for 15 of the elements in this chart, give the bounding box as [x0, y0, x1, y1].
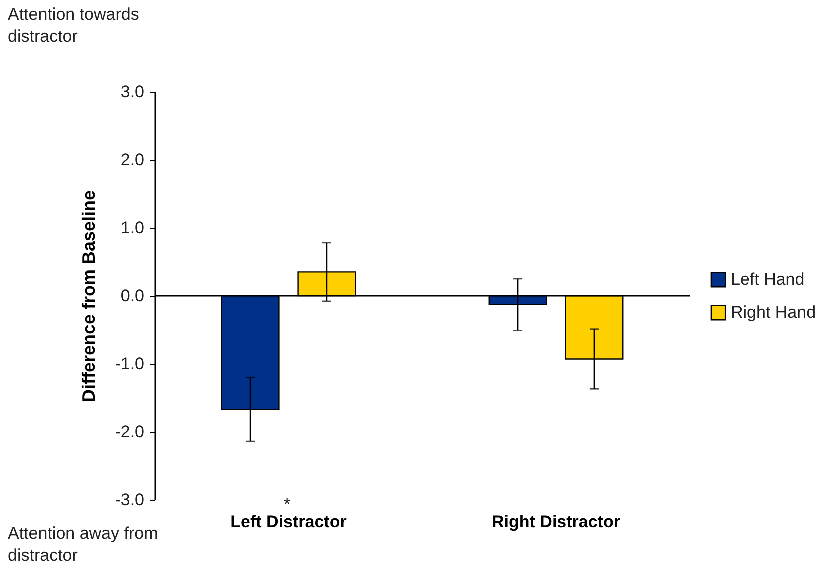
legend-label: Left Hand	[731, 270, 805, 290]
y-tick-label: 1.0	[120, 218, 144, 238]
text: Attention away from distractor	[8, 523, 160, 567]
legend-label: Right Hand	[731, 303, 816, 322]
annotation: *	[284, 494, 292, 515]
x-tick-label: Right Distractor	[492, 512, 621, 532]
y-tick-label: 3.0	[120, 82, 144, 102]
y-tick-label: 2.0	[120, 150, 144, 170]
y-axis-title: Difference from Baseline	[79, 190, 100, 403]
y-tick-label: 0.0	[120, 286, 144, 306]
y-tick-label: -1.0	[115, 354, 144, 374]
text: Attention towards distractor	[8, 4, 140, 48]
y-tick-label: -3.0	[115, 490, 144, 510]
y-tick-label: -2.0	[115, 422, 144, 442]
x-tick-label: Left Distractor	[230, 512, 348, 532]
